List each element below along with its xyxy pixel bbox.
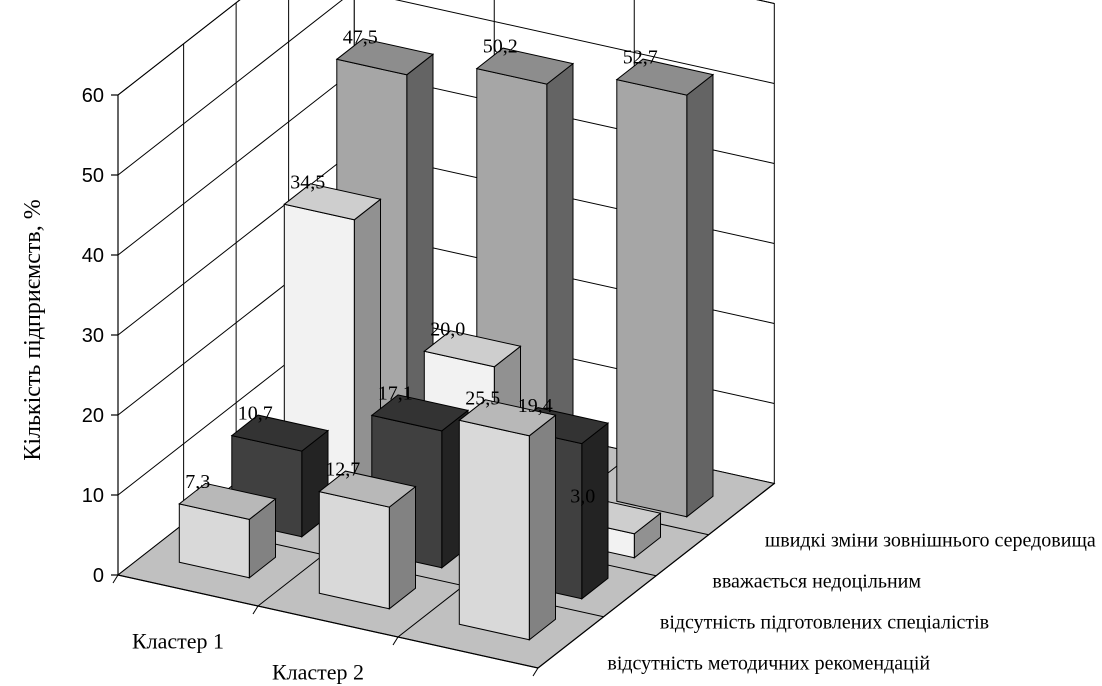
data-label: 3,0 <box>570 485 595 507</box>
series-label: швидкі зміни зовнішнього середовища <box>765 529 1096 551</box>
data-label: 10,7 <box>238 403 273 425</box>
x-tick <box>532 667 539 677</box>
data-label: 34,5 <box>290 171 325 193</box>
y-tick-label: 40 <box>82 245 104 267</box>
bar-top <box>230 414 330 452</box>
series-label: вважається недоцільним <box>712 570 921 592</box>
x-axis <box>117 574 539 669</box>
y-tick-label: 10 <box>82 485 104 507</box>
y-axis-label: Кількість підприємств, % <box>20 199 46 460</box>
data-label: 19,4 <box>518 395 553 417</box>
bar-top <box>423 330 522 368</box>
gridline <box>117 0 775 96</box>
category-label: Кластер 1 <box>132 629 224 654</box>
series-label: відсутність методичних рекомендацій <box>607 652 930 674</box>
y-tick-label: 0 <box>93 565 104 587</box>
bar-front <box>458 419 530 641</box>
bar-side <box>686 73 714 518</box>
bar <box>615 58 715 518</box>
data-label: 7,3 <box>185 471 210 493</box>
data-label: 52,7 <box>623 47 658 69</box>
bar-side <box>528 414 556 641</box>
bar-front <box>616 78 688 518</box>
x-tick <box>112 574 119 584</box>
bar <box>458 399 557 641</box>
bar <box>178 482 277 579</box>
data-label: 47,5 <box>343 26 378 48</box>
data-label: 20,0 <box>430 318 465 340</box>
bar-top <box>283 183 382 221</box>
y-tick-label: 50 <box>82 165 104 187</box>
y-tick-label: 60 <box>82 85 104 107</box>
bar-top <box>370 394 470 432</box>
bar-top <box>458 399 557 437</box>
bar-top <box>615 58 715 96</box>
data-labels: 7,3 12,7 25,5 10,7 17,1 19,4 34,5 20,0 3,0 47,5 50… <box>185 26 658 507</box>
y-tick-label: 30 <box>82 325 104 347</box>
bar-top <box>335 38 435 76</box>
x-tick <box>392 636 399 646</box>
series-label: відсутність підготовлених спеціалістів <box>660 611 989 633</box>
bar-top <box>178 482 277 520</box>
bar <box>283 183 382 497</box>
depth-axis <box>537 483 775 669</box>
category-label: Кластер 2 <box>272 660 364 685</box>
axes <box>111 94 775 677</box>
bar-side <box>388 485 416 610</box>
bar-side <box>581 422 609 600</box>
data-label: 12,7 <box>325 459 360 481</box>
bars <box>178 38 715 641</box>
data-label: 50,2 <box>483 36 518 58</box>
bar-top <box>318 470 417 508</box>
y-tick-labels: 0 10 20 30 40 50 60 <box>82 85 104 587</box>
x-tick <box>252 605 259 615</box>
data-label: 25,5 <box>465 387 500 409</box>
y-tick-label: 20 <box>82 405 104 427</box>
bar-top <box>475 47 575 85</box>
series-labels: відсутність методичних рекомендацій відсу… <box>607 529 1095 674</box>
bar <box>318 470 417 610</box>
bar-front <box>318 490 390 610</box>
data-label: 17,1 <box>378 382 413 404</box>
